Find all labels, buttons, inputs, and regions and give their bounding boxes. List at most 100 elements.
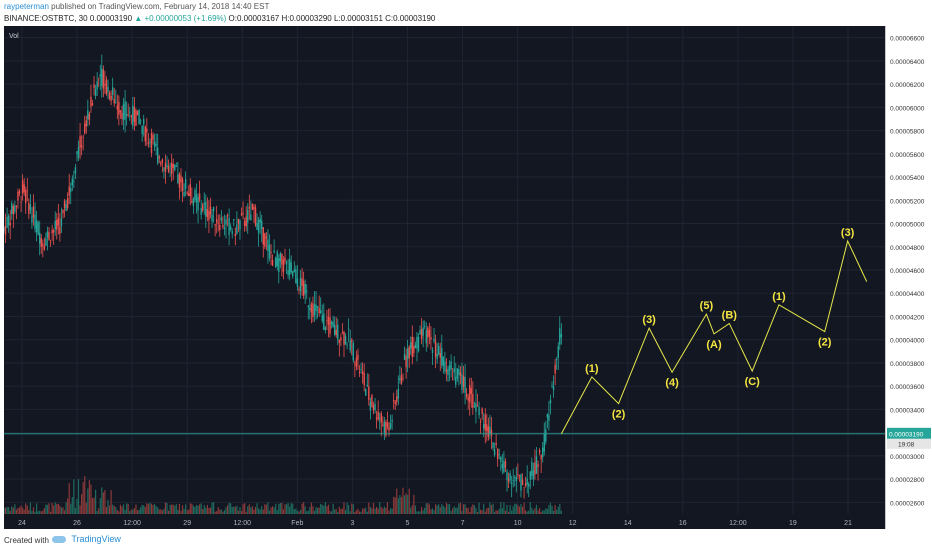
candle-body — [48, 232, 50, 240]
volume-bar — [557, 506, 559, 514]
volume-bar — [476, 511, 479, 514]
volume-bar — [523, 502, 525, 514]
candle-body — [63, 201, 66, 208]
volume-bar — [271, 506, 274, 514]
volume-bar — [320, 503, 322, 514]
y-tick-label: 0.00004200 — [890, 314, 925, 321]
publish-line: raypeterman published on TradingView.com… — [4, 2, 269, 11]
volume-bar — [473, 505, 476, 514]
author-link[interactable]: raypeterman — [4, 2, 49, 11]
candle-body — [441, 347, 443, 366]
volume-bar — [195, 505, 198, 514]
volume-bar — [267, 502, 269, 514]
volume-bar — [304, 506, 306, 514]
tradingview-logo[interactable]: TradingView — [52, 534, 121, 544]
candle-body — [540, 455, 542, 460]
candle-body — [107, 86, 109, 92]
volume-bar — [15, 509, 18, 514]
volume-bar — [200, 503, 202, 514]
candle-body — [20, 201, 22, 203]
wave-label: (1) — [772, 291, 786, 303]
candle-body — [338, 339, 341, 343]
candle-body — [486, 424, 488, 432]
candle-body — [548, 414, 550, 421]
volume-bar — [91, 498, 94, 514]
candle-body — [49, 242, 52, 244]
candle-body — [329, 317, 331, 334]
y-tick-label: 0.00005800 — [890, 129, 925, 136]
candle-body — [315, 304, 317, 312]
volume-bar — [490, 505, 493, 514]
candle-body — [461, 374, 463, 391]
candle-body — [215, 219, 218, 223]
candle-body — [156, 147, 159, 164]
volume-bar — [216, 511, 218, 514]
candle-body — [448, 365, 451, 371]
candle-body — [360, 368, 362, 370]
volume-bar — [466, 507, 468, 514]
candle-body — [337, 324, 339, 340]
volume-bar — [282, 509, 285, 514]
chart-plot-area[interactable]: 24 26 12:00 29 12:00 Feb 3 5 7 10 12 14 16 12:00 19 21 V… — [3, 26, 890, 529]
volume-bar — [407, 495, 409, 514]
volume-bar — [160, 509, 162, 514]
volume-bar — [136, 510, 139, 514]
candle-body — [310, 304, 313, 313]
candle-body — [88, 113, 91, 120]
candle-body — [292, 271, 294, 277]
volume-bar — [413, 494, 415, 514]
candle-body — [40, 237, 42, 248]
candle-body — [313, 304, 316, 315]
y-tick-label: 0.00005400 — [890, 175, 925, 182]
volume-bar — [402, 487, 404, 514]
volume-bar — [335, 509, 337, 514]
candle-body — [433, 338, 435, 342]
volume-bar — [511, 510, 513, 514]
volume-bar — [275, 503, 277, 514]
volume-bar — [231, 506, 233, 514]
price-axis[interactable]: 0.00006600 0.00006400 0.00006200 0.00006000… — [885, 26, 932, 529]
volume-bar — [206, 504, 208, 514]
volume-bar — [281, 502, 283, 514]
price-chart[interactable]: 24 26 12:00 29 12:00 Feb 3 5 7 10 12 14 16 12:00 19 21 V… — [3, 26, 890, 529]
volume-bar — [495, 509, 497, 514]
volume-bar — [244, 503, 246, 514]
volume-bar — [341, 508, 344, 514]
volume-bar — [68, 483, 70, 514]
volume-bar — [307, 510, 309, 514]
volume-bar — [191, 503, 193, 514]
volume-bar — [3, 507, 5, 514]
volume-bar — [172, 504, 174, 514]
candle-body — [403, 354, 406, 360]
volume-bar — [132, 509, 134, 514]
candle-body — [203, 203, 205, 205]
y-tick-label: 0.00002600 — [890, 500, 925, 507]
candle-body — [481, 408, 483, 414]
candle-body — [200, 208, 202, 215]
candle-body — [559, 328, 561, 345]
candle-body — [130, 115, 133, 118]
volume-bar — [42, 510, 44, 514]
volume-bar — [197, 505, 199, 514]
x-tick-label: 10 — [514, 520, 522, 527]
volume-bar — [237, 510, 240, 514]
volume-bar — [363, 508, 365, 514]
candle-body — [23, 184, 25, 193]
candle-body — [351, 339, 353, 342]
candle-body — [517, 474, 519, 475]
candle-body — [240, 213, 243, 216]
volume-bar — [329, 510, 331, 514]
volume-bar — [417, 511, 420, 514]
candle-body — [389, 422, 392, 429]
volume-bar — [4, 507, 7, 514]
candle-body — [257, 219, 260, 233]
candle-body — [469, 385, 471, 403]
candle-body — [152, 135, 154, 140]
volume-bar — [379, 502, 381, 514]
volume-bar — [507, 511, 510, 514]
volume-bar — [403, 495, 406, 514]
x-tick-label: 19 — [789, 520, 797, 527]
volume-bar — [369, 506, 371, 514]
candle-body — [278, 258, 280, 273]
volume-bar — [301, 503, 303, 514]
